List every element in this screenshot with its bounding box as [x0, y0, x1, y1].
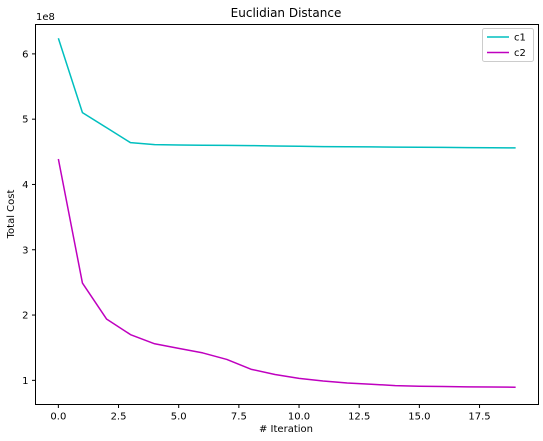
x-tick-label: 5.0	[171, 412, 187, 423]
plot-lines	[57, 37, 516, 388]
y-tick-label: 5	[22, 115, 28, 126]
y-tick-label: 1	[22, 376, 28, 387]
y-tick-label: 2	[22, 311, 28, 322]
legend-label-c1: c1	[514, 33, 526, 44]
chart-title: Euclidian Distance	[231, 6, 342, 20]
x-tick-label: 15.0	[408, 412, 430, 423]
y-axis: 1 2 3 4 5 6	[22, 49, 36, 387]
series-line-c2	[57, 158, 516, 388]
series-line-c1	[57, 37, 516, 149]
legend-label-c2: c2	[514, 48, 526, 59]
y-tick-label: 4	[22, 180, 28, 191]
plot-frame	[35, 24, 539, 405]
y-axis-label: Total Cost	[6, 190, 17, 240]
x-tick-label: 12.5	[348, 412, 370, 423]
x-tick-label: 10.0	[288, 412, 310, 423]
x-tick-label: 17.5	[468, 412, 490, 423]
y-scale-label: 1e8	[36, 12, 55, 23]
x-tick-label: 0.0	[50, 412, 66, 423]
x-tick-label: 7.5	[231, 412, 247, 423]
x-tick-label: 2.5	[111, 412, 127, 423]
y-tick-label: 3	[22, 245, 28, 256]
x-axis-label: # Iteration	[259, 424, 313, 435]
x-axis: 0.0 2.5 5.0 7.5 10.0 12.5 15.0 17.5	[50, 404, 491, 423]
y-tick-label: 6	[22, 49, 28, 60]
